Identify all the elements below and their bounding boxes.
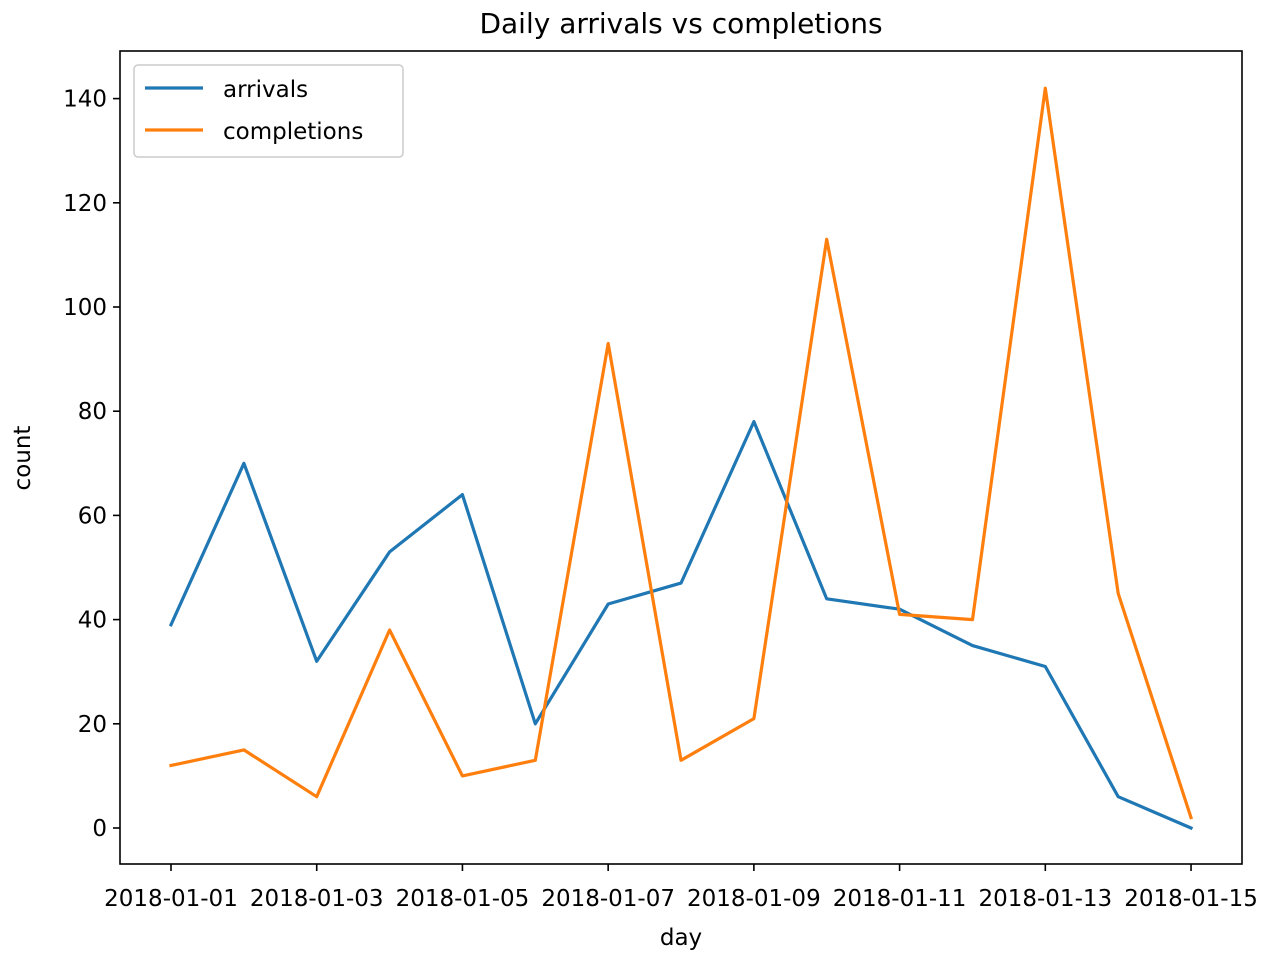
y-tick-label: 140 bbox=[63, 87, 107, 113]
x-tick-label: 2018-01-07 bbox=[541, 886, 675, 912]
y-tick-label: 100 bbox=[63, 295, 107, 321]
x-tick-label: 2018-01-09 bbox=[687, 886, 821, 912]
x-tick-label: 2018-01-13 bbox=[978, 886, 1112, 912]
y-tick-label: 120 bbox=[63, 191, 107, 217]
legend-completions-label: completions bbox=[223, 119, 363, 145]
y-tick-label: 60 bbox=[78, 503, 107, 529]
y-tick-label: 80 bbox=[78, 399, 107, 425]
y-tick-label: 40 bbox=[78, 608, 107, 634]
y-tick-label: 20 bbox=[78, 712, 107, 738]
x-tick-label: 2018-01-05 bbox=[396, 886, 530, 912]
x-axis-ticks: 2018-01-01 2018-01-03 2018-01-05 2018-01-07… bbox=[104, 864, 1258, 912]
x-tick-label: 2018-01-15 bbox=[1124, 886, 1258, 912]
y-tick-label: 0 bbox=[92, 816, 107, 842]
y-axis-ticks: 0 20 40 60 80 100 120 140 bbox=[63, 87, 120, 842]
legend: arrivals completions bbox=[133, 64, 404, 158]
plot-frame bbox=[119, 50, 1243, 865]
x-tick-label: 2018-01-01 bbox=[104, 886, 238, 912]
series-line-arrivals bbox=[168, 420, 1194, 831]
chart-title: Daily arrivals vs completions bbox=[479, 7, 882, 40]
series-layer bbox=[168, 86, 1194, 831]
x-tick-label: 2018-01-03 bbox=[250, 886, 384, 912]
legend-arrivals-label: arrivals bbox=[223, 77, 308, 103]
series-line-completions bbox=[169, 86, 1194, 820]
y-axis-label: count bbox=[10, 426, 36, 491]
x-tick-label: 2018-01-11 bbox=[833, 886, 967, 912]
x-axis-label: day bbox=[660, 925, 702, 951]
